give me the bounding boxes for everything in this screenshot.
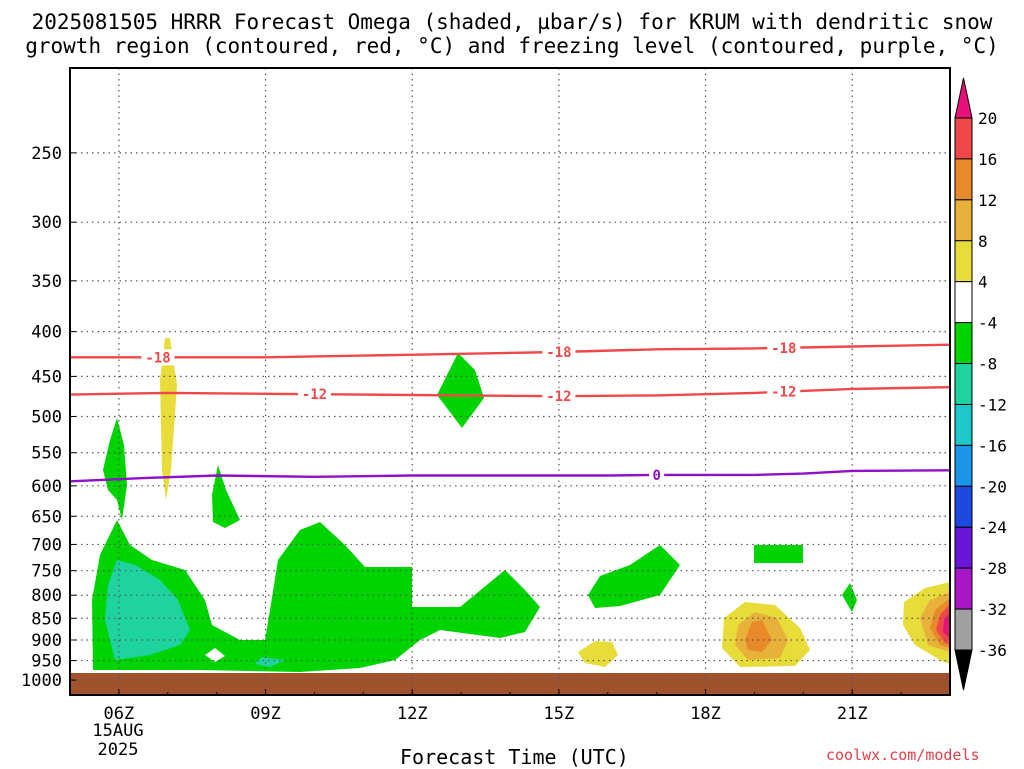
- y-tick-label: 700: [31, 535, 62, 555]
- y-tick-label: 750: [31, 562, 62, 582]
- colorbar-bottom-arrow: [954, 649, 973, 691]
- colorbar-level-label: 16: [978, 150, 997, 169]
- y-tick-label: 950: [31, 652, 62, 672]
- contour-label-bg: [767, 339, 801, 356]
- colorbar-level-label: -28: [978, 559, 1007, 578]
- colorbar-level-label: 20: [978, 109, 997, 128]
- credit-link[interactable]: coolwx.com/models: [826, 746, 980, 764]
- contour-label: -18: [771, 341, 796, 357]
- colorbar-swatch: [954, 567, 973, 610]
- colorbar-swatch: [954, 199, 973, 242]
- colorbar-level-label: -20: [978, 477, 1007, 496]
- colorbar-level-label: -8: [978, 355, 997, 374]
- colorbar-level-label: -32: [978, 600, 1007, 619]
- omega-area-green: [103, 418, 127, 520]
- colorbar-swatch: [954, 363, 973, 405]
- colorbar-level-label: 4: [978, 273, 988, 292]
- contour-label-bg: [297, 386, 331, 403]
- y-tick-label: 550: [31, 444, 62, 464]
- omega-area-green: [92, 520, 540, 672]
- contour-label: -12: [546, 389, 571, 405]
- contour-label: -18: [546, 345, 571, 361]
- y-tick-label: 450: [31, 367, 62, 387]
- omega-area-orange: [745, 620, 772, 652]
- colorbar-swatch: [954, 608, 973, 651]
- colorbar-swatch: [954, 322, 973, 365]
- x-tick-label: 09Z: [250, 704, 281, 724]
- contour-label: -18: [145, 350, 170, 366]
- omega-area-green: [212, 465, 240, 528]
- colorbar-level-label: -12: [978, 395, 1007, 414]
- contour-label-bg: [542, 343, 576, 360]
- grid-lines: [70, 68, 950, 695]
- contour-label-bg: [767, 383, 801, 400]
- colorbar-swatch: [954, 281, 973, 324]
- omega-area-green: [754, 545, 803, 563]
- omega-area-teal: [105, 560, 190, 660]
- colorbar-level-label: 12: [978, 191, 997, 210]
- colorbar-swatch: [954, 403, 973, 446]
- x-tick-label: 18Z: [690, 704, 721, 724]
- y-tick-label: 250: [31, 144, 62, 164]
- colorbar-level-label: -16: [978, 436, 1007, 455]
- y-tick-label: 800: [31, 586, 62, 606]
- y-tick-label: 850: [31, 609, 62, 629]
- omega-shading: [70, 338, 950, 695]
- colorbar-swatch: [954, 485, 973, 528]
- colorbar-swatch: [954, 117, 973, 160]
- x-tick-label: 06Z: [104, 704, 135, 724]
- y-tick-label: 1000: [21, 671, 62, 691]
- colorbar: 20 16 12 8 4 -4 -8 -12 -16 -20 -24 -28 -32 -36: [954, 77, 1007, 691]
- omega-area-yellow: [160, 338, 177, 500]
- x-tick-label: 12Z: [397, 704, 428, 724]
- ground-below-surface: [70, 673, 950, 695]
- date-label-year: 2025: [98, 740, 139, 760]
- y-tick-label: 500: [31, 407, 62, 427]
- colorbar-swatch: [954, 444, 973, 487]
- omega-area-white: [205, 648, 225, 662]
- contour-line: [70, 343, 951, 359]
- contour-label-bg: [141, 349, 175, 366]
- y-tick-label: 300: [31, 213, 62, 233]
- colorbar-level-label: -24: [978, 518, 1007, 537]
- colorbar-level-label: -36: [978, 641, 1007, 660]
- x-axis-label: Forecast Time (UTC): [400, 745, 629, 769]
- colorbar-level-label: 8: [978, 232, 988, 251]
- colorbar-swatch: [954, 158, 973, 201]
- plot-frame: [69, 67, 951, 696]
- colorbar-swatch: [954, 526, 973, 569]
- colorbar-top-arrow: [954, 77, 973, 119]
- y-tick-label: 900: [31, 631, 62, 651]
- y-axis: 2503003504004505005506006507007508008509…: [21, 144, 76, 691]
- contour-label: -12: [302, 387, 327, 403]
- x-tick-label: 21Z: [837, 704, 868, 724]
- contour-label-bg: [542, 388, 576, 405]
- omega-area-green: [842, 583, 857, 612]
- x-tick-label: 15Z: [544, 704, 575, 724]
- chart-title-line-1: 2025081505 HRRR Forecast Omega (shaded, …: [31, 10, 993, 34]
- omega-area-teal: [255, 657, 285, 667]
- contour-label: -12: [771, 385, 796, 401]
- y-tick-label: 650: [31, 507, 62, 527]
- colorbar-level-label: -4: [978, 314, 997, 333]
- contour-label: 0: [652, 468, 660, 484]
- omega-area-green: [437, 353, 484, 428]
- colorbar-swatch: [954, 240, 973, 283]
- y-tick-label: 400: [31, 323, 62, 343]
- contour-label-bg: [649, 466, 665, 483]
- date-label-day: 15AUG: [92, 721, 143, 741]
- contour-line: [69, 386, 951, 398]
- chart-title-line-2: growth region (contoured, red, °C) and f…: [25, 34, 999, 58]
- contour-lines: -18 -18 -18 -12 -12 -12 0: [69, 339, 951, 484]
- contour-line: [69, 469, 951, 483]
- y-tick-label: 350: [31, 272, 62, 292]
- y-tick-label: 600: [31, 477, 62, 497]
- x-axis: 06Z 09Z 12Z 15Z 18Z 21Z: [104, 689, 902, 724]
- omega-area-magenta: [943, 612, 950, 638]
- omega-area-green: [588, 545, 680, 608]
